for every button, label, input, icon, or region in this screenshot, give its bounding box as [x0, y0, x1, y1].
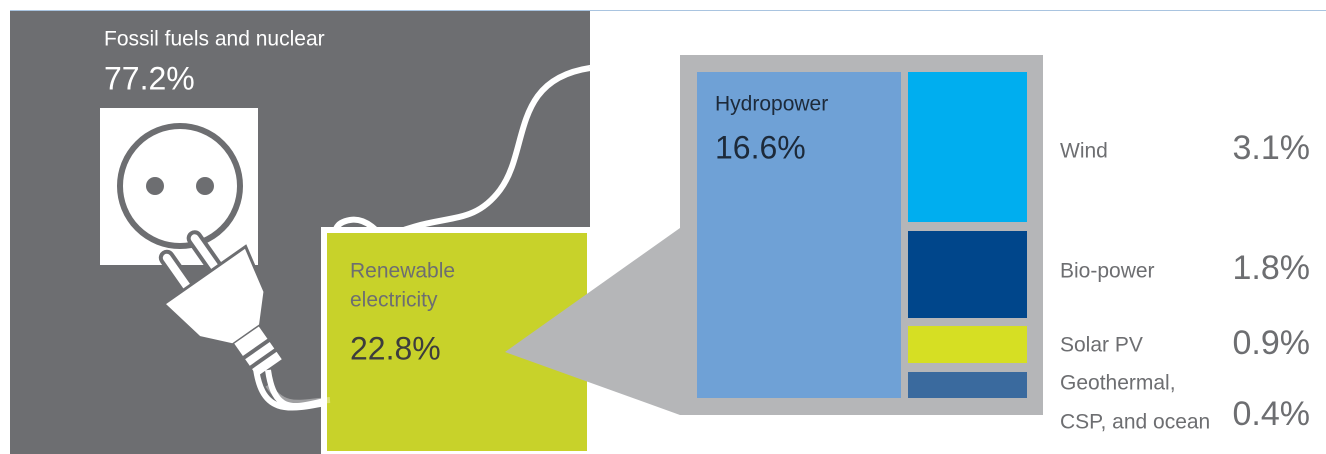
renewable-value: 22.8% — [350, 330, 441, 366]
callout — [505, 228, 680, 415]
fossil-value: 77.2% — [104, 60, 195, 96]
geo-box — [908, 372, 1027, 398]
socket-hole — [196, 177, 214, 195]
socket — [117, 123, 243, 249]
wind-box — [908, 72, 1027, 222]
source-label: Solar PV — [1060, 334, 1143, 357]
fossil-label: Fossil fuels and nuclear — [104, 28, 325, 51]
source-value: 3.1% — [1233, 129, 1311, 167]
bio-box — [908, 231, 1027, 318]
source-label: CSP, and ocean — [1060, 411, 1210, 434]
socket-hole — [146, 177, 164, 195]
source-value: 0.9% — [1233, 324, 1311, 362]
solar-box — [908, 326, 1027, 363]
source-label: Geothermal, — [1060, 372, 1176, 395]
cable — [265, 383, 331, 406]
cable — [589, 62, 681, 75]
renewable-label: Renewable — [350, 260, 455, 283]
plug — [158, 230, 282, 377]
hydropower-box — [697, 72, 901, 398]
outlet — [100, 108, 258, 265]
source-value: 1.8% — [1233, 249, 1311, 287]
source-value: 0.4% — [1233, 395, 1311, 433]
hydro-value: 16.6% — [715, 129, 806, 165]
source-label: Wind — [1060, 140, 1108, 163]
source-label: Bio-power — [1060, 260, 1155, 283]
renewable-label: electricity — [350, 289, 438, 312]
hydro-label: Hydropower — [715, 93, 828, 116]
